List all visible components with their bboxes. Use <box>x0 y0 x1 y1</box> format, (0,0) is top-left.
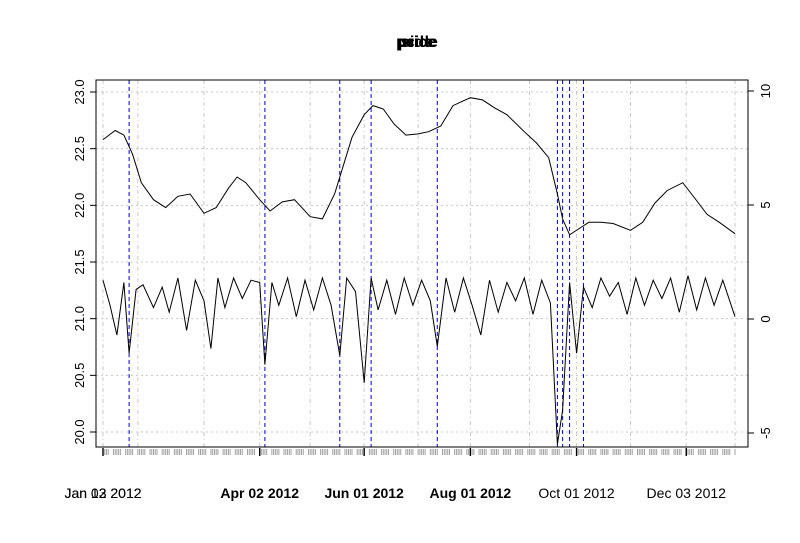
chart-title: pcide <box>396 34 438 51</box>
series-line-left <box>102 97 736 236</box>
series-line-right <box>102 275 736 445</box>
plot-frame <box>95 79 749 448</box>
y-right-tick-label: 5 <box>758 201 773 208</box>
y-right-tick-label: 10 <box>758 84 773 98</box>
y-left-tick-label: 22.0 <box>72 193 87 218</box>
y-left-tick-label: 22.5 <box>72 136 87 161</box>
chart-title-overlap: price <box>398 34 436 51</box>
y-right-tick-label: 0 <box>758 315 773 322</box>
x-tick-label: Jan 12 2012 <box>64 485 141 501</box>
x-tick-label-overlap: Jan 03 2012 <box>64 485 141 501</box>
x-tick-label: Jun 01 2012 <box>324 485 404 501</box>
y-right-tick-label: -5 <box>758 427 773 439</box>
y-left-tick-label: 20.0 <box>72 419 87 444</box>
y-left-tick-label: 21.5 <box>72 249 87 274</box>
y-left-tick-label: 20.5 <box>72 363 87 388</box>
chart-title-overlap: side <box>401 34 433 51</box>
x-tick-label: Apr 02 2012 <box>220 485 299 501</box>
x-tick-label: Oct 01 2012 <box>538 485 614 501</box>
y-left-tick-label: 21.0 <box>72 306 87 331</box>
x-tick-label: Dec 03 2012 <box>647 485 727 501</box>
x-tick-label: Aug 01 2012 <box>430 485 512 501</box>
y-left-tick-label: 23.0 <box>72 79 87 104</box>
